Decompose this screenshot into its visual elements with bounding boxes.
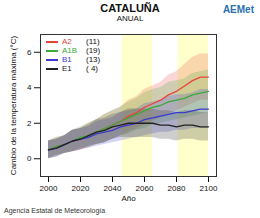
html-text:ANUAL: ANUAL <box>116 14 144 23</box>
svg-text:Cambio de la temperatura máxim: Cambio de la temperatura máxima (°C) <box>9 36 18 176</box>
html-text:A2: A2 <box>62 37 72 46</box>
svg-text:4: 4 <box>27 83 32 92</box>
html-text:(19): (19) <box>86 46 101 55</box>
svg-text:2040: 2040 <box>104 184 122 193</box>
html-text:CATALUÑA: CATALUÑA <box>100 2 160 14</box>
html-text:AEMet: AEMet <box>222 4 254 15</box>
svg-text:2020: 2020 <box>72 184 90 193</box>
svg-text:2100: 2100 <box>200 184 218 193</box>
svg-text:0: 0 <box>27 154 32 163</box>
svg-text:2080: 2080 <box>168 184 186 193</box>
html-text:(11): (11) <box>86 37 100 46</box>
html-text:B1: B1 <box>62 55 72 64</box>
svg-text:2: 2 <box>27 119 32 128</box>
svg-text:2060: 2060 <box>136 184 154 193</box>
html-text:A1B: A1B <box>62 46 78 55</box>
html-text:E1: E1 <box>62 64 72 73</box>
svg-text:Año: Año <box>121 194 136 203</box>
html-text:Agencia Estatal de Meteorologí: Agencia Estatal de Meteorología <box>4 207 106 214</box>
html-text:(13): (13) <box>86 55 101 64</box>
svg-text:2000: 2000 <box>40 184 58 193</box>
html-text:( 4): ( 4) <box>86 64 98 73</box>
svg-text:6: 6 <box>27 48 32 57</box>
